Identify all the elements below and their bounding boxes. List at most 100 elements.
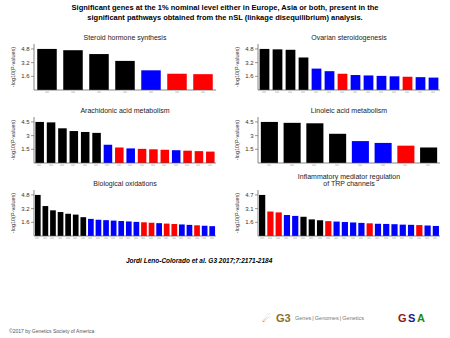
x-tick-label: | [418,91,423,92]
bar [261,122,278,163]
x-tick-label: | [284,237,289,238]
bar [306,123,323,163]
bar [65,214,71,236]
bar [63,50,83,90]
x-tick-label: | [433,237,438,238]
bar [206,152,215,163]
bar [187,225,193,236]
subplot: Linoleic acid metabolism-log10(P-values)… [234,107,440,166]
x-tick-label: | [73,237,78,238]
y-tick-label: 1.6 [21,219,30,225]
subplot: Biological oxidations-log10(P-values)1.6… [10,180,216,239]
x-tick-label: | [97,91,102,92]
y-tick [31,121,34,122]
subplot-title-line: Steroid hormone synthesis [84,34,167,42]
x-axis-line [34,163,216,164]
bar [408,225,414,236]
x-tick-label: | [340,91,345,92]
x-tick-label: | [175,91,180,92]
bar [172,150,181,163]
bar [273,49,283,90]
bar [149,223,155,236]
x-tick-label: | [384,237,389,238]
x-tick-label: | [94,164,99,165]
x-tick-label: | [35,237,40,238]
y-tick-label: 3 [26,133,30,139]
bar [126,148,135,163]
x-tick-label: | [425,237,430,238]
bar [391,224,397,236]
y-tick [31,62,34,63]
x-tick-label: | [268,237,273,238]
y-tick [255,149,258,150]
x-tick-label: | [179,237,184,238]
y-axis-line [34,117,35,163]
y-axis-label: -log10(P-values) [10,47,16,88]
logo-gsa-s: S [408,312,415,324]
bar [351,75,361,90]
citation: Jordi Leno-Colorado et al. G3 2017;7:217… [126,257,273,265]
y-tick-label: 4.5 [21,119,30,125]
x-tick-label: | [149,91,154,92]
y-axis-label: -log10(P-values) [10,193,16,234]
bars [260,49,439,90]
bars [37,49,213,90]
bar [383,224,389,236]
x-axis-line [258,163,440,164]
x-tick-label: | [140,164,145,165]
bar [35,195,41,236]
x-tick-label: | [37,164,42,165]
subplot-title-line: Linoleic acid metabolism [311,107,387,114]
x-tick-label: | [210,237,215,238]
y-tick-label: 3.2 [21,206,30,212]
y-axis-label: -log10(P-values) [234,47,240,88]
y-tick-label: 4.7 [245,192,254,198]
bar [70,131,79,163]
y-tick [255,62,258,63]
bar [92,133,101,163]
x-tick-label: | [83,164,88,165]
bar [276,212,282,236]
bar [259,195,265,236]
x-tick-label: | [353,91,358,92]
bar [138,149,147,163]
logo-text: Genes | Genomes | Genetics [295,315,364,321]
subplot: Arachidonic acid metabolism-log10(P-valu… [10,107,216,166]
bar [416,225,422,236]
bar [260,49,270,90]
x-tick-label: | [202,237,207,238]
y-tick [255,194,258,195]
x-tick-label: | [293,237,298,238]
bar [416,77,426,90]
x-tick-label: | [134,237,139,238]
subplot: Ovarian steroidogenesis-log10(P-values)1… [234,34,440,93]
x-tick-label: | [327,91,332,92]
x-tick-label: | [141,237,146,238]
y-tick [255,208,258,209]
x-tick-label: | [119,237,124,238]
y-tick-label: 4.8 [245,46,254,52]
bar [403,77,413,90]
bar [309,219,315,236]
bar [103,220,109,236]
x-tick-label: | [195,237,200,238]
x-tick-label: | [326,237,331,238]
bar [400,225,406,236]
bar [104,145,113,163]
logo-symbol: ☄ [262,313,271,324]
x-tick-label: | [50,237,55,238]
bar [167,74,187,90]
bar [317,220,323,236]
y-tick [31,222,34,223]
x-tick-label: | [301,91,306,92]
x-tick-label: | [196,164,201,165]
x-tick-label: | [409,237,414,238]
x-tick-label: | [358,164,363,165]
x-tick-label: | [71,91,76,92]
x-tick-label: | [275,91,280,92]
bar [161,150,170,163]
bar [58,128,67,163]
x-tick-label: | [126,237,131,238]
y-tick [255,222,258,223]
x-tick-label: | [71,164,76,165]
